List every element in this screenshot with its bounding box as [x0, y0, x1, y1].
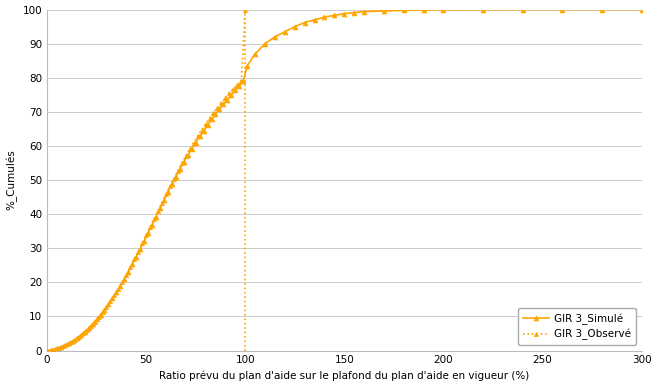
GIR 3_Observé: [59, 344, 67, 349]
GIR 3_Observé: [217, 100, 225, 105]
Line: GIR 3_Observé: GIR 3_Observé: [49, 7, 247, 352]
GIR 3_Observé: [114, 286, 122, 291]
GIR 3_Observé: [194, 134, 202, 139]
Line: GIR 3_Simulé: GIR 3_Simulé: [45, 7, 644, 353]
GIR 3_Observé: [83, 327, 91, 332]
GIR 3_Observé: [47, 348, 55, 352]
GIR 3_Observé: [237, 79, 245, 83]
GIR 3_Observé: [126, 265, 134, 270]
GIR 3_Observé: [110, 293, 118, 298]
GIR 3_Observé: [134, 249, 142, 254]
GIR 3_Simulé: [223, 97, 231, 102]
GIR 3_Observé: [67, 340, 75, 345]
GIR 3_Observé: [150, 217, 158, 221]
GIR 3_Observé: [174, 168, 182, 173]
GIR 3_Observé: [138, 241, 146, 246]
X-axis label: Ratio prévu du plan d'aide sur le plafond du plan d'aide en vigueur (%): Ratio prévu du plan d'aide sur le plafon…: [159, 371, 530, 382]
GIR 3_Simulé: [112, 290, 120, 295]
GIR 3_Observé: [229, 87, 237, 91]
GIR 3_Observé: [178, 161, 186, 166]
GIR 3_Simulé: [638, 7, 646, 12]
GIR 3_Observé: [106, 299, 114, 303]
GIR 3_Observé: [166, 184, 174, 188]
GIR 3_Observé: [71, 337, 79, 342]
GIR 3_Observé: [63, 342, 71, 347]
GIR 3_Simulé: [43, 348, 51, 353]
GIR 3_Observé: [190, 140, 198, 145]
GIR 3_Observé: [51, 346, 59, 351]
GIR 3_Simulé: [235, 84, 243, 88]
Y-axis label: %_Cumulés: %_Cumulés: [5, 150, 17, 211]
GIR 3_Observé: [158, 200, 166, 205]
GIR 3_Observé: [55, 346, 63, 350]
GIR 3_Observé: [87, 323, 95, 328]
GIR 3_Observé: [79, 331, 87, 336]
GIR 3_Simulé: [140, 239, 148, 243]
GIR 3_Simulé: [558, 7, 566, 12]
GIR 3_Observé: [210, 111, 217, 115]
GIR 3_Observé: [130, 257, 138, 262]
GIR 3_Observé: [162, 192, 170, 197]
GIR 3_Observé: [182, 154, 190, 158]
GIR 3_Observé: [225, 91, 233, 96]
GIR 3_Observé: [241, 7, 249, 12]
GIR 3_Observé: [186, 147, 194, 151]
GIR 3_Observé: [91, 319, 99, 324]
GIR 3_Observé: [102, 305, 110, 309]
GIR 3_Observé: [142, 233, 150, 238]
GIR 3_Observé: [99, 310, 106, 315]
GIR 3_Simulé: [204, 122, 212, 127]
GIR 3_Observé: [170, 176, 178, 181]
GIR 3_Observé: [233, 82, 241, 87]
GIR 3_Observé: [221, 96, 229, 100]
GIR 3_Observé: [154, 209, 162, 213]
GIR 3_Observé: [202, 122, 210, 127]
GIR 3_Observé: [198, 128, 206, 132]
GIR 3_Observé: [118, 280, 126, 284]
GIR 3_Observé: [95, 315, 102, 319]
Legend: GIR 3_Simulé, GIR 3_Observé: GIR 3_Simulé, GIR 3_Observé: [518, 308, 637, 345]
GIR 3_Observé: [75, 335, 83, 339]
GIR 3_Observé: [146, 225, 154, 229]
GIR 3_Observé: [214, 105, 221, 110]
GIR 3_Observé: [206, 116, 214, 121]
GIR 3_Simulé: [85, 326, 93, 330]
GIR 3_Observé: [122, 272, 130, 277]
